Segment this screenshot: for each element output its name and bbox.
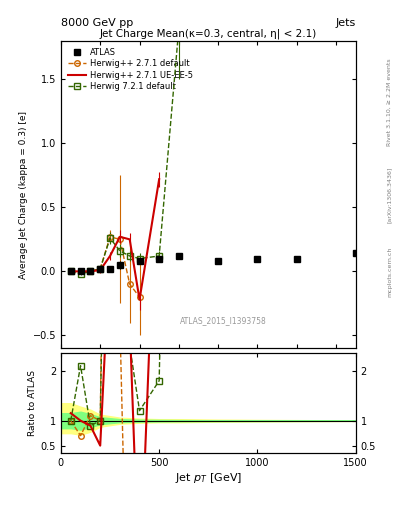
X-axis label: Jet $p_T$ [GeV]: Jet $p_T$ [GeV] xyxy=(175,471,242,485)
Text: ATLAS_2015_I1393758: ATLAS_2015_I1393758 xyxy=(180,316,266,326)
Text: 8000 GeV pp: 8000 GeV pp xyxy=(61,18,133,28)
Y-axis label: Ratio to ATLAS: Ratio to ATLAS xyxy=(28,370,37,436)
Title: Jet Charge Mean(κ=0.3, central, η| < 2.1): Jet Charge Mean(κ=0.3, central, η| < 2.1… xyxy=(100,29,317,39)
Text: [arXiv:1306.3436]: [arXiv:1306.3436] xyxy=(387,166,392,223)
Text: Jets: Jets xyxy=(335,18,356,28)
Text: Rivet 3.1.10, ≥ 2.2M events: Rivet 3.1.10, ≥ 2.2M events xyxy=(387,58,392,146)
Y-axis label: Average Jet Charge (kappa = 0.3) [e]: Average Jet Charge (kappa = 0.3) [e] xyxy=(19,111,28,279)
Legend: ATLAS, Herwig++ 2.7.1 default, Herwig++ 2.7.1 UE-EE-5, Herwig 7.2.1 default: ATLAS, Herwig++ 2.7.1 default, Herwig++ … xyxy=(65,45,196,94)
Text: mcplots.cern.ch: mcplots.cern.ch xyxy=(387,246,392,296)
